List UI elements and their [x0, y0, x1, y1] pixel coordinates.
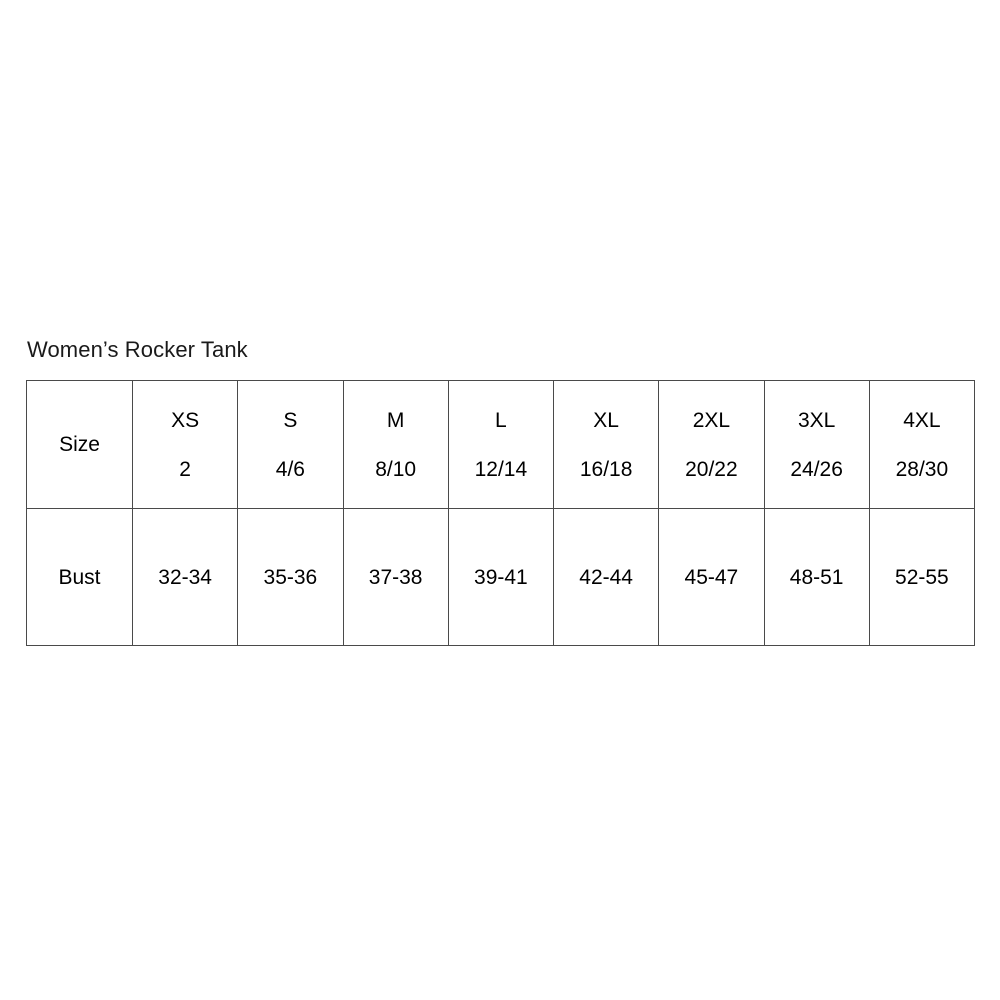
row-header-size-label: Size [59, 433, 100, 456]
numeric-size-xl: 16/18 [579, 457, 633, 481]
bust-cell-xl: 42-44 [552, 508, 660, 646]
bust-cell-xs: 32-34 [131, 508, 239, 646]
size-cell-3xl: 3XL 24/26 [763, 380, 870, 509]
size-name-l: L [495, 408, 507, 432]
size-name-s: S [283, 408, 298, 432]
size-name-4xl: 4XL [903, 408, 941, 432]
size-name-m: M [386, 408, 405, 432]
page-title: Women’s Rocker Tank [27, 337, 248, 362]
bust-value-xs: 32-34 [158, 565, 212, 589]
bust-value-xl: 42-44 [579, 565, 633, 589]
size-chart-table: Size XS 2 S 4/6 M 8 [26, 380, 976, 646]
bust-value-s: 35-36 [263, 565, 318, 589]
numeric-size-3xl: 24/26 [790, 457, 843, 481]
row-header-bust-label: Bust [58, 565, 101, 589]
size-name-2xl: 2XL [692, 408, 731, 432]
size-cell-xs: XS 2 [131, 380, 239, 509]
numeric-size-xs: 2 [179, 457, 191, 481]
bust-value-l: 39-41 [474, 565, 528, 589]
size-name-xs: XS [171, 408, 200, 432]
numeric-size-s: 4/6 [275, 457, 305, 481]
size-cell-2xl: 2XL 20/22 [658, 380, 765, 509]
bust-cell-3xl: 48-51 [763, 508, 870, 646]
numeric-size-2xl: 20/22 [685, 457, 738, 481]
bust-cell-2xl: 45-47 [658, 508, 765, 646]
size-name-3xl: 3XL [797, 408, 836, 432]
size-chart-container: Women’s Rocker Tank Size XS 2 [26, 336, 976, 646]
size-cell-4xl: 4XL 28/30 [868, 380, 976, 509]
size-cell-xl: XL 16/18 [552, 380, 660, 509]
size-cell-s: S 4/6 [237, 380, 344, 509]
row-header-bust: Bust [26, 508, 133, 646]
bust-cell-4xl: 52-55 [868, 508, 976, 646]
size-cell-l: L 12/14 [447, 380, 555, 509]
bust-value-m: 37-38 [368, 565, 423, 589]
bust-cell-l: 39-41 [447, 508, 555, 646]
numeric-size-4xl: 28/30 [895, 457, 949, 481]
bust-value-4xl: 52-55 [895, 565, 949, 589]
size-cell-m: M 8/10 [342, 380, 449, 509]
table-row-bust: Bust 32-34 35-36 37-38 39-41 42-44 [26, 508, 976, 646]
table-row-size: Size XS 2 S 4/6 M 8 [26, 380, 976, 509]
numeric-size-l: 12/14 [474, 457, 528, 481]
bust-value-2xl: 45-47 [684, 565, 739, 589]
size-name-xl: XL [593, 408, 619, 432]
row-header-size: Size [26, 380, 133, 509]
bust-value-3xl: 48-51 [789, 565, 844, 589]
numeric-size-m: 8/10 [375, 457, 417, 481]
bust-cell-m: 37-38 [342, 508, 449, 646]
bust-cell-s: 35-36 [237, 508, 344, 646]
